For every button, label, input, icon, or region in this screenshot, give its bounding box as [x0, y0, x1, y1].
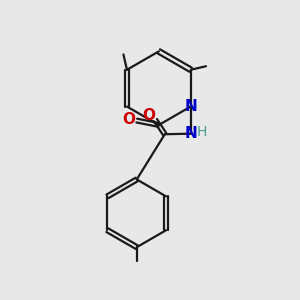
Text: N: N: [184, 99, 197, 114]
Text: O: O: [142, 109, 155, 124]
Text: O: O: [122, 112, 135, 128]
Text: N: N: [184, 126, 197, 141]
Text: H: H: [197, 125, 207, 140]
